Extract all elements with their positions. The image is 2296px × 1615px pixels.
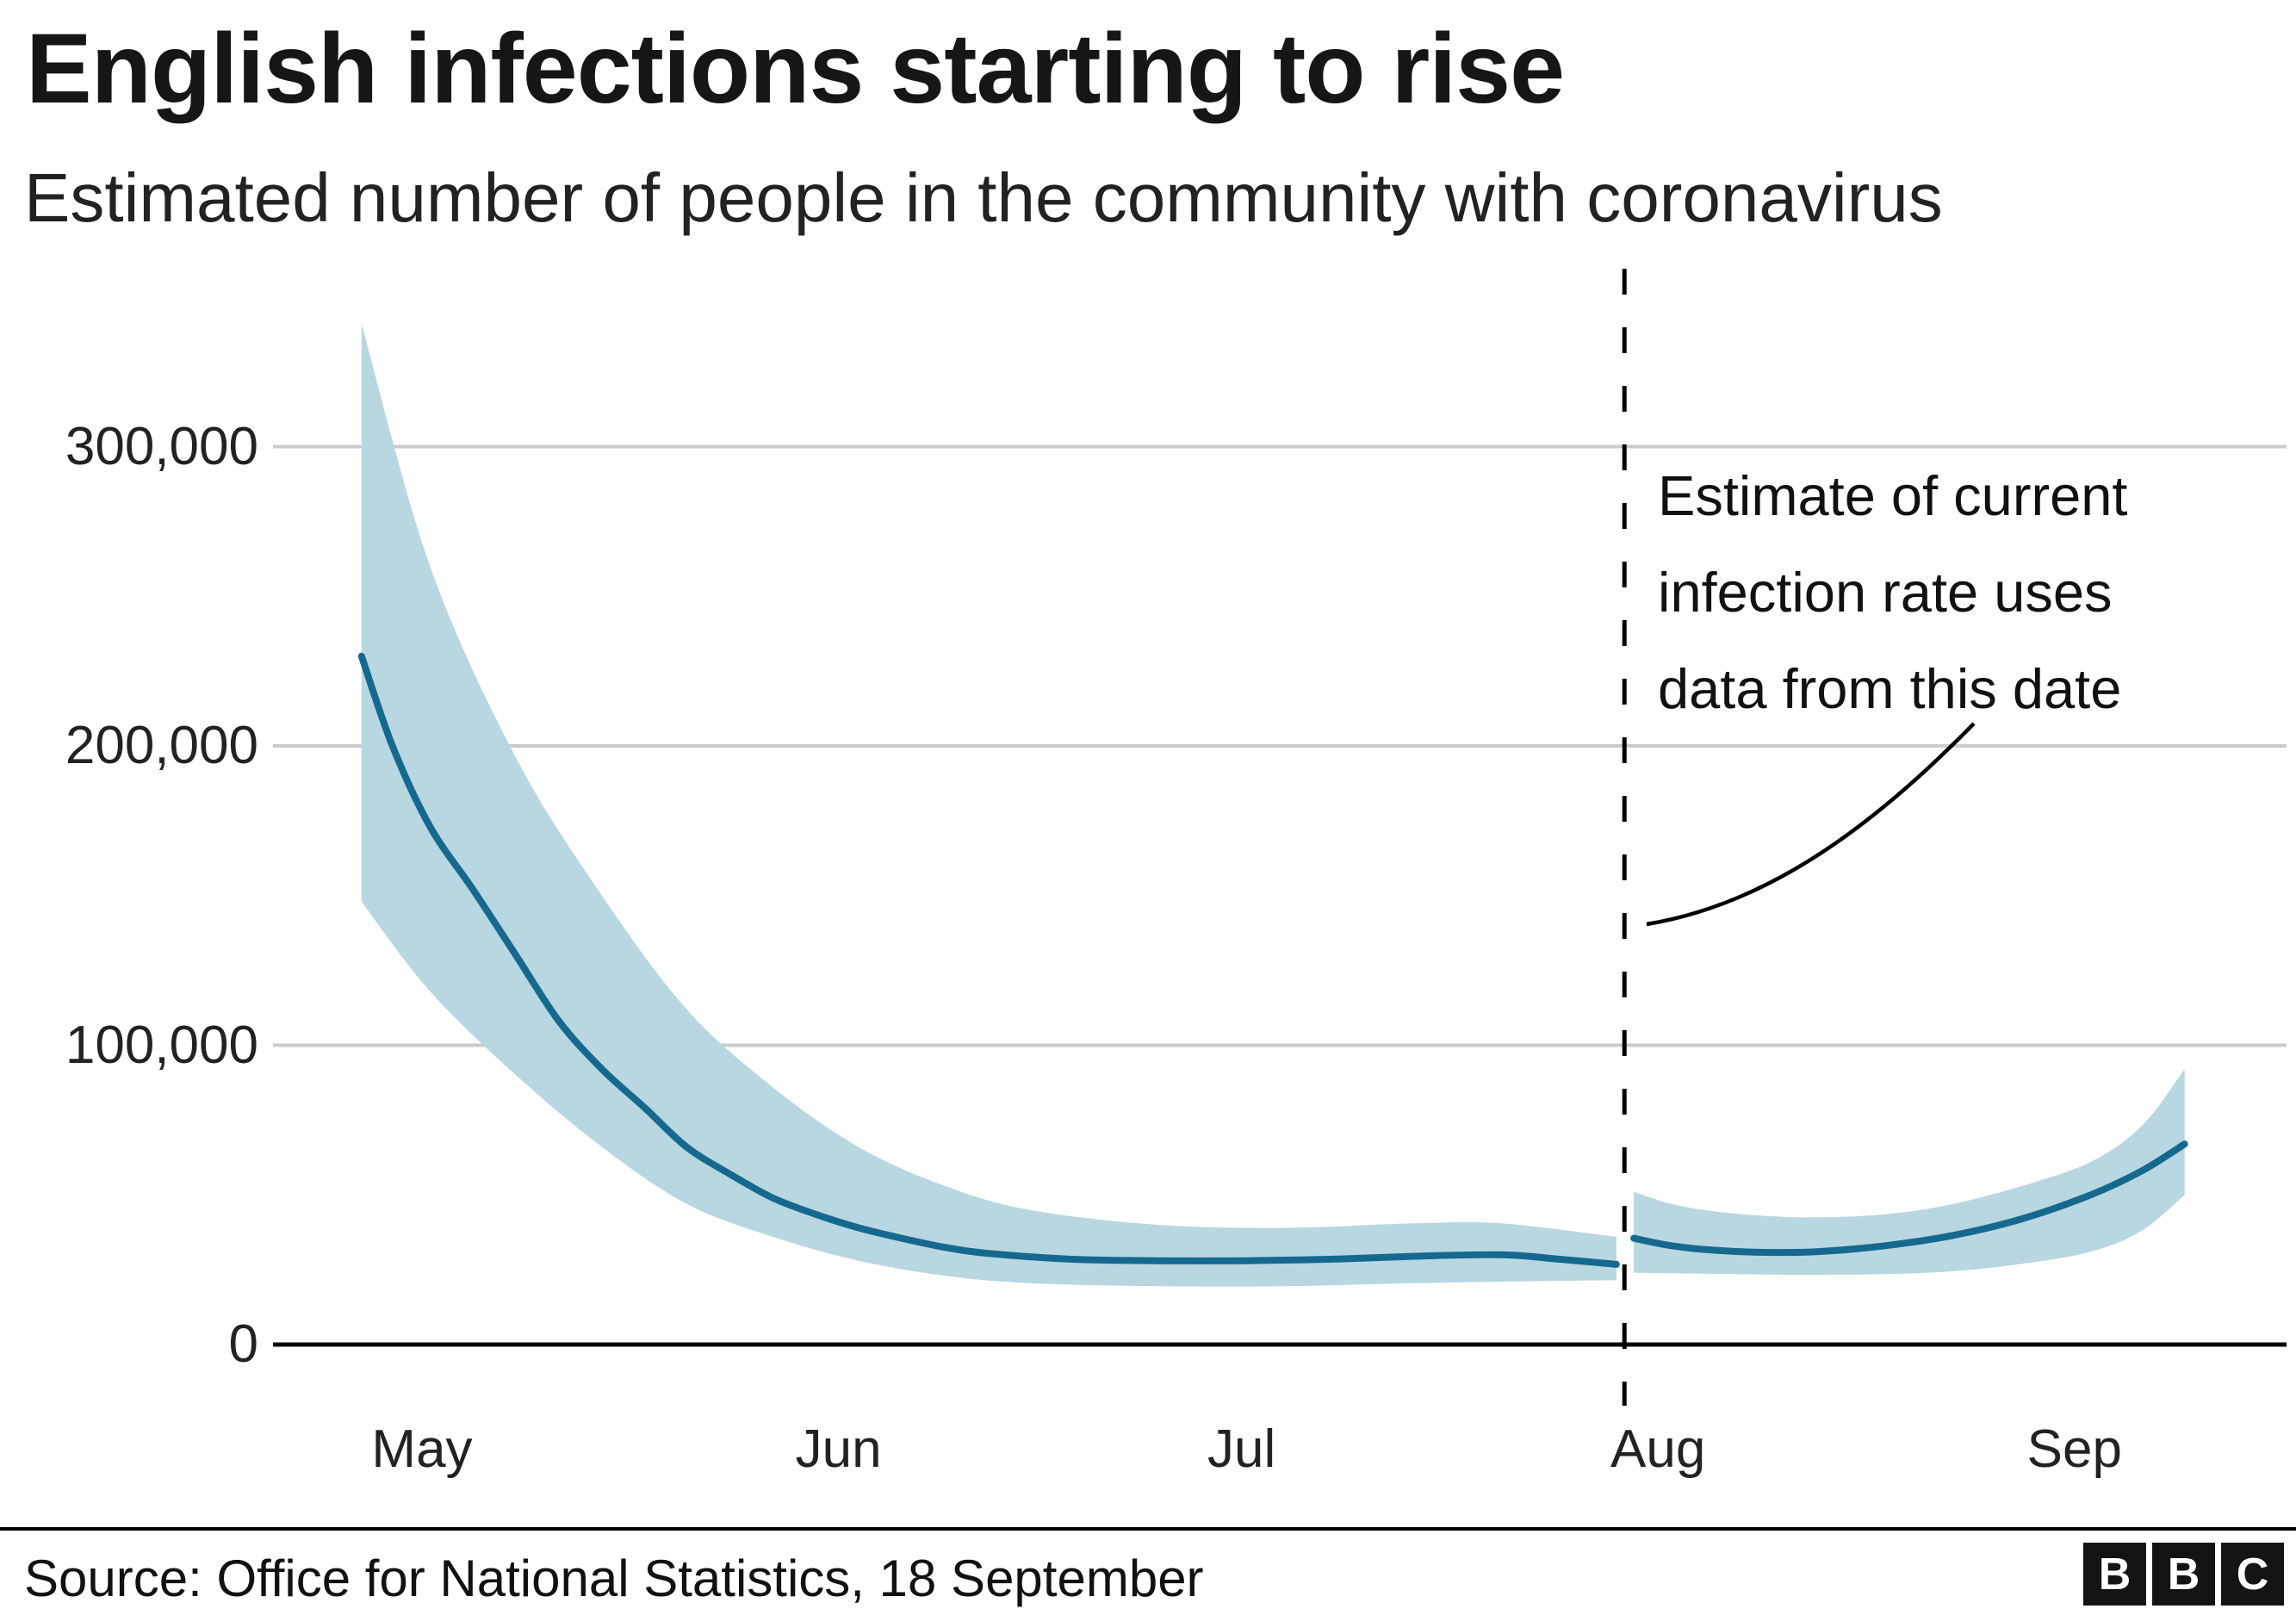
x-tick-label-aug: Aug	[1610, 1419, 1706, 1479]
y-tick-label: 200,000	[65, 716, 258, 775]
x-tick-label-jul: Jul	[1207, 1419, 1276, 1479]
chart-title: English infections starting to rise	[26, 14, 1565, 124]
x-tick-label-sep: Sep	[2026, 1419, 2122, 1479]
estimate-line	[357, 652, 1620, 1268]
confidence-band	[361, 324, 1617, 1287]
estimate-line	[1630, 1140, 2188, 1257]
chart-subtitle: Estimated number of people in the commun…	[24, 159, 1943, 236]
footer-divider	[0, 1527, 2296, 1531]
x-tick-label-jun: Jun	[795, 1419, 882, 1479]
bbc-logo: B B C	[2083, 1543, 2284, 1606]
bbc-logo-block-b2: B	[2152, 1543, 2215, 1606]
annotation-line-1: Estimate of current	[1658, 464, 2128, 527]
annotation-text: Estimate of current infection rate uses …	[1658, 448, 2128, 737]
y-tick-label: 0	[228, 1314, 258, 1374]
y-tick-label: 100,000	[65, 1015, 258, 1075]
annotation-line-2: infection rate uses	[1658, 561, 2113, 624]
source-attribution: Source: Office for National Statistics, …	[24, 1550, 1204, 1607]
confidence-band	[1634, 1069, 2185, 1276]
x-tick-label-may: May	[371, 1419, 473, 1479]
bbc-logo-block-b1: B	[2083, 1543, 2146, 1606]
annotation-line-3: data from this date	[1658, 657, 2122, 720]
bbc-logo-block-c: C	[2221, 1543, 2284, 1606]
annotation-pointer-curve	[1646, 722, 1976, 927]
y-tick-label: 300,000	[65, 416, 258, 476]
